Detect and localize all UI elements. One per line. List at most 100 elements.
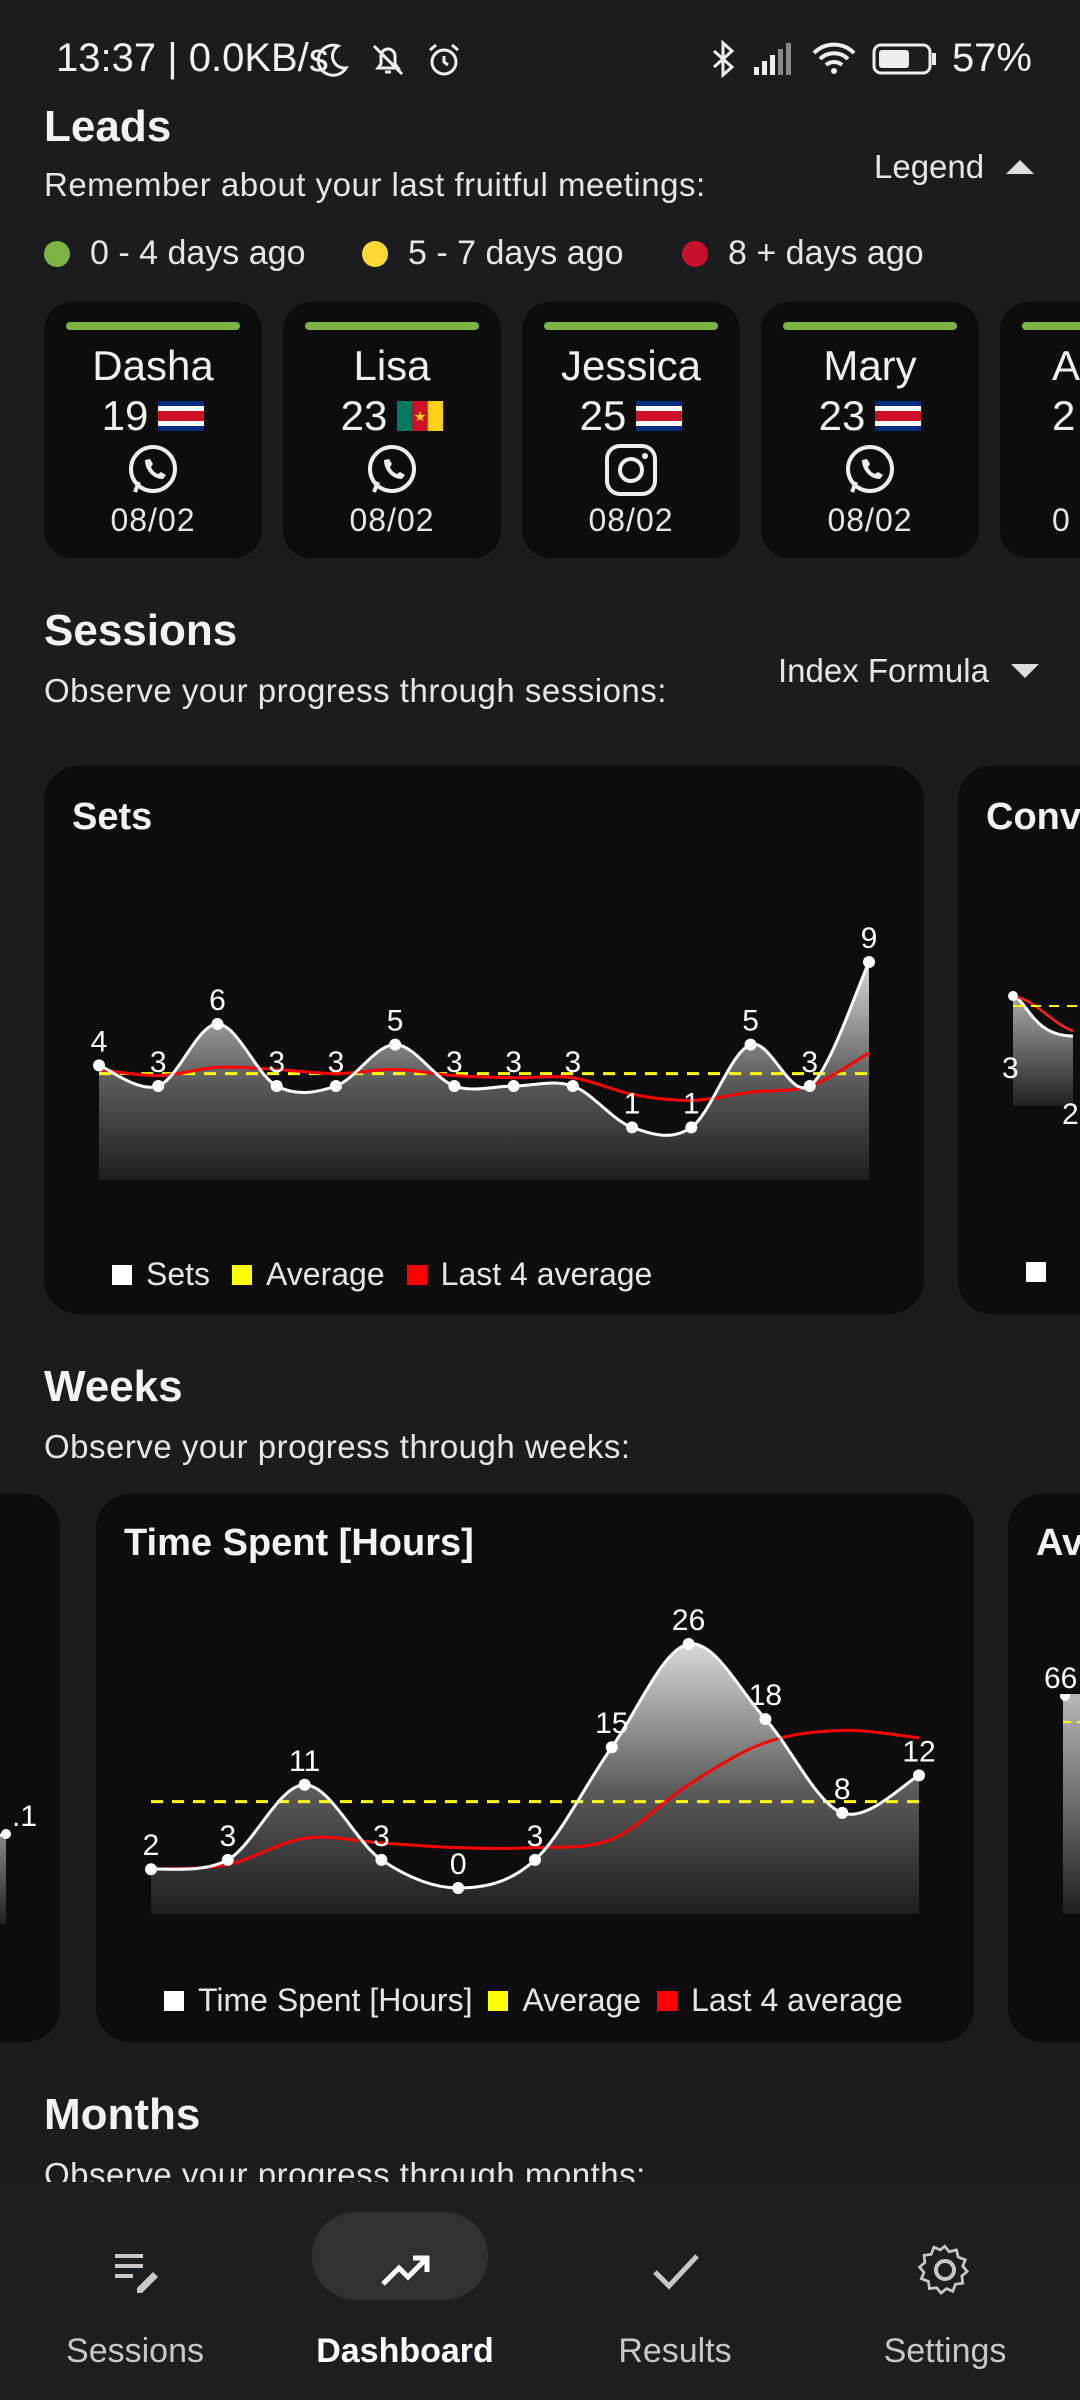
- nav-item-settings[interactable]: Settings: [810, 2182, 1080, 2400]
- legend-swatch-last4: [657, 1990, 678, 2011]
- lead-age-row: 23: [283, 392, 501, 440]
- lead-date: 08/02: [588, 502, 674, 538]
- legend-label: Last 4 average: [691, 1982, 903, 2018]
- lead-age-row: 19: [44, 392, 262, 440]
- legend-toggle[interactable]: Legend: [874, 148, 1035, 186]
- data-label: 3: [565, 1046, 582, 1079]
- data-label: 3: [150, 1046, 167, 1079]
- legend-label: Time Spent [Hours]: [198, 1982, 473, 2018]
- nav-label: Settings: [883, 2332, 1007, 2370]
- legend-label: Sets: [146, 1256, 211, 1292]
- lead-name: Jessica: [560, 342, 702, 389]
- lead-age-row: 2: [1052, 392, 1080, 440]
- bell-muted-icon: [372, 44, 404, 76]
- wifi-icon: [812, 42, 856, 74]
- legend-swatch-average: [488, 1990, 509, 2011]
- nav-label: Sessions: [66, 2332, 204, 2370]
- data-label: 12: [902, 1735, 935, 1768]
- legend-toggle-label: Legend: [874, 148, 985, 185]
- time-spent-chart: 2 3 11 3 0 3 15 26 18 8 12: [143, 1604, 936, 1914]
- legend-label: Average: [522, 1982, 642, 2018]
- lead-card[interactable]: Mary 23 08/02: [761, 302, 979, 558]
- nav-item-sessions[interactable]: Sessions: [0, 2182, 270, 2400]
- signal-icon: [753, 42, 791, 75]
- whatsapp-icon[interactable]: [842, 442, 898, 498]
- data-point: [685, 1121, 698, 1134]
- chart-title: Sets: [72, 796, 153, 838]
- lead-card[interactable]: Lisa 23 08/02: [283, 302, 501, 558]
- lead-name: Lisa: [353, 342, 431, 389]
- data-label: 0: [450, 1848, 467, 1881]
- weeks-title: Weeks: [44, 1362, 183, 1411]
- sessions-title: Sessions: [44, 606, 238, 655]
- weeks-subtitle: Observe your progress through weeks:: [44, 1428, 631, 1465]
- legend-swatch-series: [1026, 1262, 1046, 1282]
- check-icon: [653, 2254, 699, 2290]
- bluetooth-icon: [712, 39, 735, 78]
- legend-label: Average: [266, 1256, 385, 1292]
- conversion-chart-partial: [1008, 991, 1078, 1106]
- leads-legend-label: 8 + days ago: [728, 234, 924, 272]
- lead-card[interactable]: Dasha 19 08/02: [44, 302, 262, 558]
- lead-age: 25: [579, 392, 627, 439]
- data-point: [566, 1080, 579, 1092]
- green-dot-icon: [44, 240, 70, 267]
- chart-title: Av: [1036, 1522, 1080, 1564]
- lead-date: 08/02: [110, 502, 196, 538]
- data-label: 3: [373, 1820, 390, 1853]
- data-point: [529, 1853, 541, 1866]
- data-label: 3: [219, 1820, 236, 1853]
- data-point: [626, 1121, 639, 1134]
- data-label: 18: [749, 1679, 782, 1712]
- sets-chart-card[interactable]: Sets 4 3 6 3 3 5 3 3 3 1 1 5 3 9 Sets Average Last 4 …: [44, 766, 924, 1314]
- lead-card[interactable]: Jessica 25 08/02: [522, 302, 740, 558]
- data-label: 3: [801, 1046, 818, 1079]
- data-point: [803, 1080, 816, 1092]
- data-label: 3: [1002, 1052, 1019, 1085]
- data-point: [863, 956, 875, 968]
- data-label: 8: [834, 1773, 851, 1806]
- series-line: [150, 1642, 920, 1890]
- recency-bar: [305, 322, 479, 330]
- lead-age-row: 23: [761, 392, 979, 440]
- lead-age: 23: [818, 392, 866, 439]
- data-point: [298, 1778, 311, 1791]
- data-label: 5: [387, 1005, 404, 1038]
- lead-age: 2: [1052, 392, 1076, 439]
- whatsapp-icon[interactable]: [125, 442, 181, 498]
- data-label: 2: [1062, 1098, 1079, 1131]
- leads-legend-item-2: 8 + days ago: [682, 234, 924, 273]
- lead-age: 19: [101, 392, 149, 439]
- previous-chart-card-partial[interactable]: .1: [0, 1494, 60, 2042]
- data-point: [605, 1741, 618, 1754]
- lead-name: A: [1052, 342, 1080, 389]
- conversion-chart-card-partial[interactable]: Conve 3 2: [958, 766, 1080, 1314]
- nav-label: Results: [618, 2332, 732, 2370]
- chart-title: Time Spent [Hours]: [124, 1522, 474, 1564]
- data-point: [211, 1018, 224, 1030]
- data-label: 3: [446, 1046, 463, 1079]
- legend-swatch-average: [232, 1264, 253, 1285]
- data-label: 1: [683, 1087, 700, 1120]
- average-chart-card-partial[interactable]: Av 66: [1008, 1494, 1080, 2042]
- index-formula-dropdown[interactable]: Index Formula: [778, 652, 1039, 690]
- lead-card[interactable]: A 2 0: [1000, 302, 1080, 558]
- data-point: [389, 1038, 402, 1051]
- chart-legend: Time Spent [Hours] Average Last 4 averag…: [164, 1982, 903, 2019]
- edit-list-icon: [115, 2254, 158, 2293]
- nav-item-results[interactable]: Results: [540, 2182, 810, 2400]
- whatsapp-icon[interactable]: [364, 442, 420, 498]
- nav-item-dashboard[interactable]: Dashboard: [270, 2182, 540, 2400]
- last4-average-line: [150, 1728, 920, 1871]
- data-point: [836, 1806, 849, 1819]
- lead-name: Mary: [823, 342, 917, 389]
- time-spent-chart-card[interactable]: Time Spent [Hours] 2 3 11 3 0 3 15 26 18 8 12 Time…: [96, 1494, 974, 2042]
- leads-legend-item-0: 0 - 4 days ago: [44, 234, 305, 273]
- data-point: [744, 1038, 757, 1051]
- data-point: [93, 1059, 105, 1072]
- lead-date: 08/02: [349, 502, 435, 538]
- status-time: 13:37 | 0.0KB/s: [56, 36, 329, 80]
- instagram-icon[interactable]: [603, 442, 659, 498]
- costa-rica-flag-icon: [875, 401, 922, 431]
- series-area: [151, 1643, 919, 1914]
